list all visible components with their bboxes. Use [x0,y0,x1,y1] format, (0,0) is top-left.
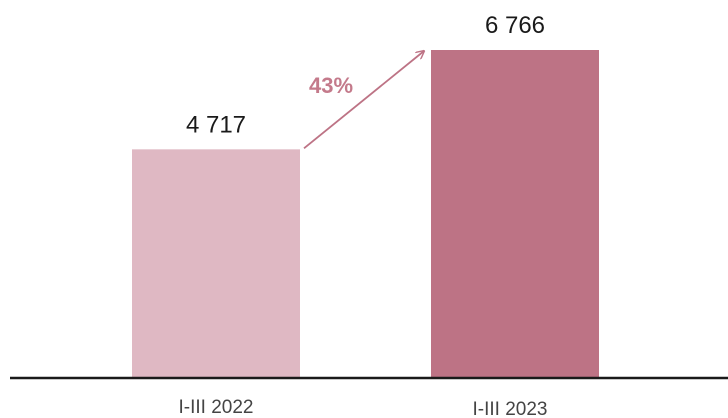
category-label: I-III 2023 [473,399,548,418]
growth-percentage-label: 43% [309,73,353,98]
bar-i-iii-2022 [132,149,300,378]
growth-arrow [303,51,424,150]
bar-i-iii-2023 [431,50,599,378]
category-label: I-III 2022 [179,397,254,418]
value-label: 6 766 [485,12,545,39]
category-labels: I-III 2022 I-III 2023 [179,397,548,418]
value-labels: 4 717 6 766 [186,12,545,138]
bars [132,50,599,378]
value-label: 4 717 [186,111,246,138]
